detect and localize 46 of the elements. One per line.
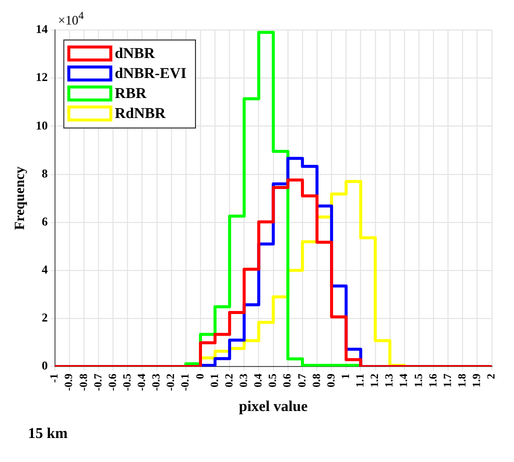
- x-tick-label: -0.3: [150, 373, 163, 392]
- legend-label: dNBR: [114, 46, 155, 62]
- x-tick-label: 0: [194, 373, 206, 380]
- x-tick-label: 2: [486, 373, 498, 380]
- x-tick-label: -0.7: [92, 373, 104, 392]
- y-tick-label: 4: [42, 262, 48, 277]
- x-tick-label: 0.8: [310, 373, 323, 388]
- x-tick-label: 0.3: [238, 373, 250, 388]
- y-tick-label: 6: [42, 214, 48, 228]
- y-axis-title: Frequency: [13, 166, 28, 230]
- x-tick-label: -0.4: [136, 373, 148, 392]
- x-tick-label: 0.6: [282, 373, 294, 388]
- y-tick-label: 10: [36, 118, 48, 132]
- x-tick-label: 1.2: [369, 373, 382, 388]
- x-tick-label: 0.2: [223, 373, 236, 388]
- y-tick-label: 8: [42, 166, 48, 180]
- x-tick-label: 0.4: [252, 373, 265, 388]
- x-tick-label: -1: [48, 374, 61, 383]
- legend-label: RdNBR: [114, 106, 166, 122]
- x-tick-label: -0.9: [63, 373, 76, 392]
- y-tick-label: 12: [36, 70, 48, 84]
- y-tick-label: 2: [42, 310, 48, 325]
- x-tick-label: -0.5: [121, 373, 134, 392]
- x-tick-label: -0.2: [165, 373, 178, 392]
- legend-label: dNBR-EVI: [114, 66, 187, 82]
- legend-label: RBR: [114, 86, 147, 102]
- x-tick-label: 1.4: [398, 373, 410, 388]
- x-tick-label: 1.6: [427, 373, 440, 388]
- x-tick-label: 1.1: [354, 374, 367, 388]
- x-tick-label: -0.8: [78, 373, 90, 392]
- x-tick-label: 0.5: [267, 373, 280, 388]
- x-tick-label: 1: [340, 374, 352, 380]
- text: ×10$^{4}$: [58, 10, 84, 28]
- x-tick-label: 0.1: [208, 374, 221, 388]
- x-tick-label: -0.1: [180, 374, 192, 392]
- y-tick-label: 14: [36, 22, 48, 36]
- x-tick-label: 1.5: [412, 373, 425, 388]
- x-tick-label: 1.9: [471, 373, 484, 388]
- x-tick-label: 0.7: [296, 373, 308, 388]
- x-tick-label: 1.7: [442, 373, 454, 388]
- x-tick-label: -0.6: [106, 373, 119, 392]
- x-tick-label: 1.8: [456, 373, 469, 388]
- text: 15 km: [28, 426, 68, 443]
- x-tick-label: 1.3: [384, 373, 396, 388]
- x-tick-label: 0.9: [325, 373, 338, 388]
- x-axis-title: pixel value: [238, 398, 308, 415]
